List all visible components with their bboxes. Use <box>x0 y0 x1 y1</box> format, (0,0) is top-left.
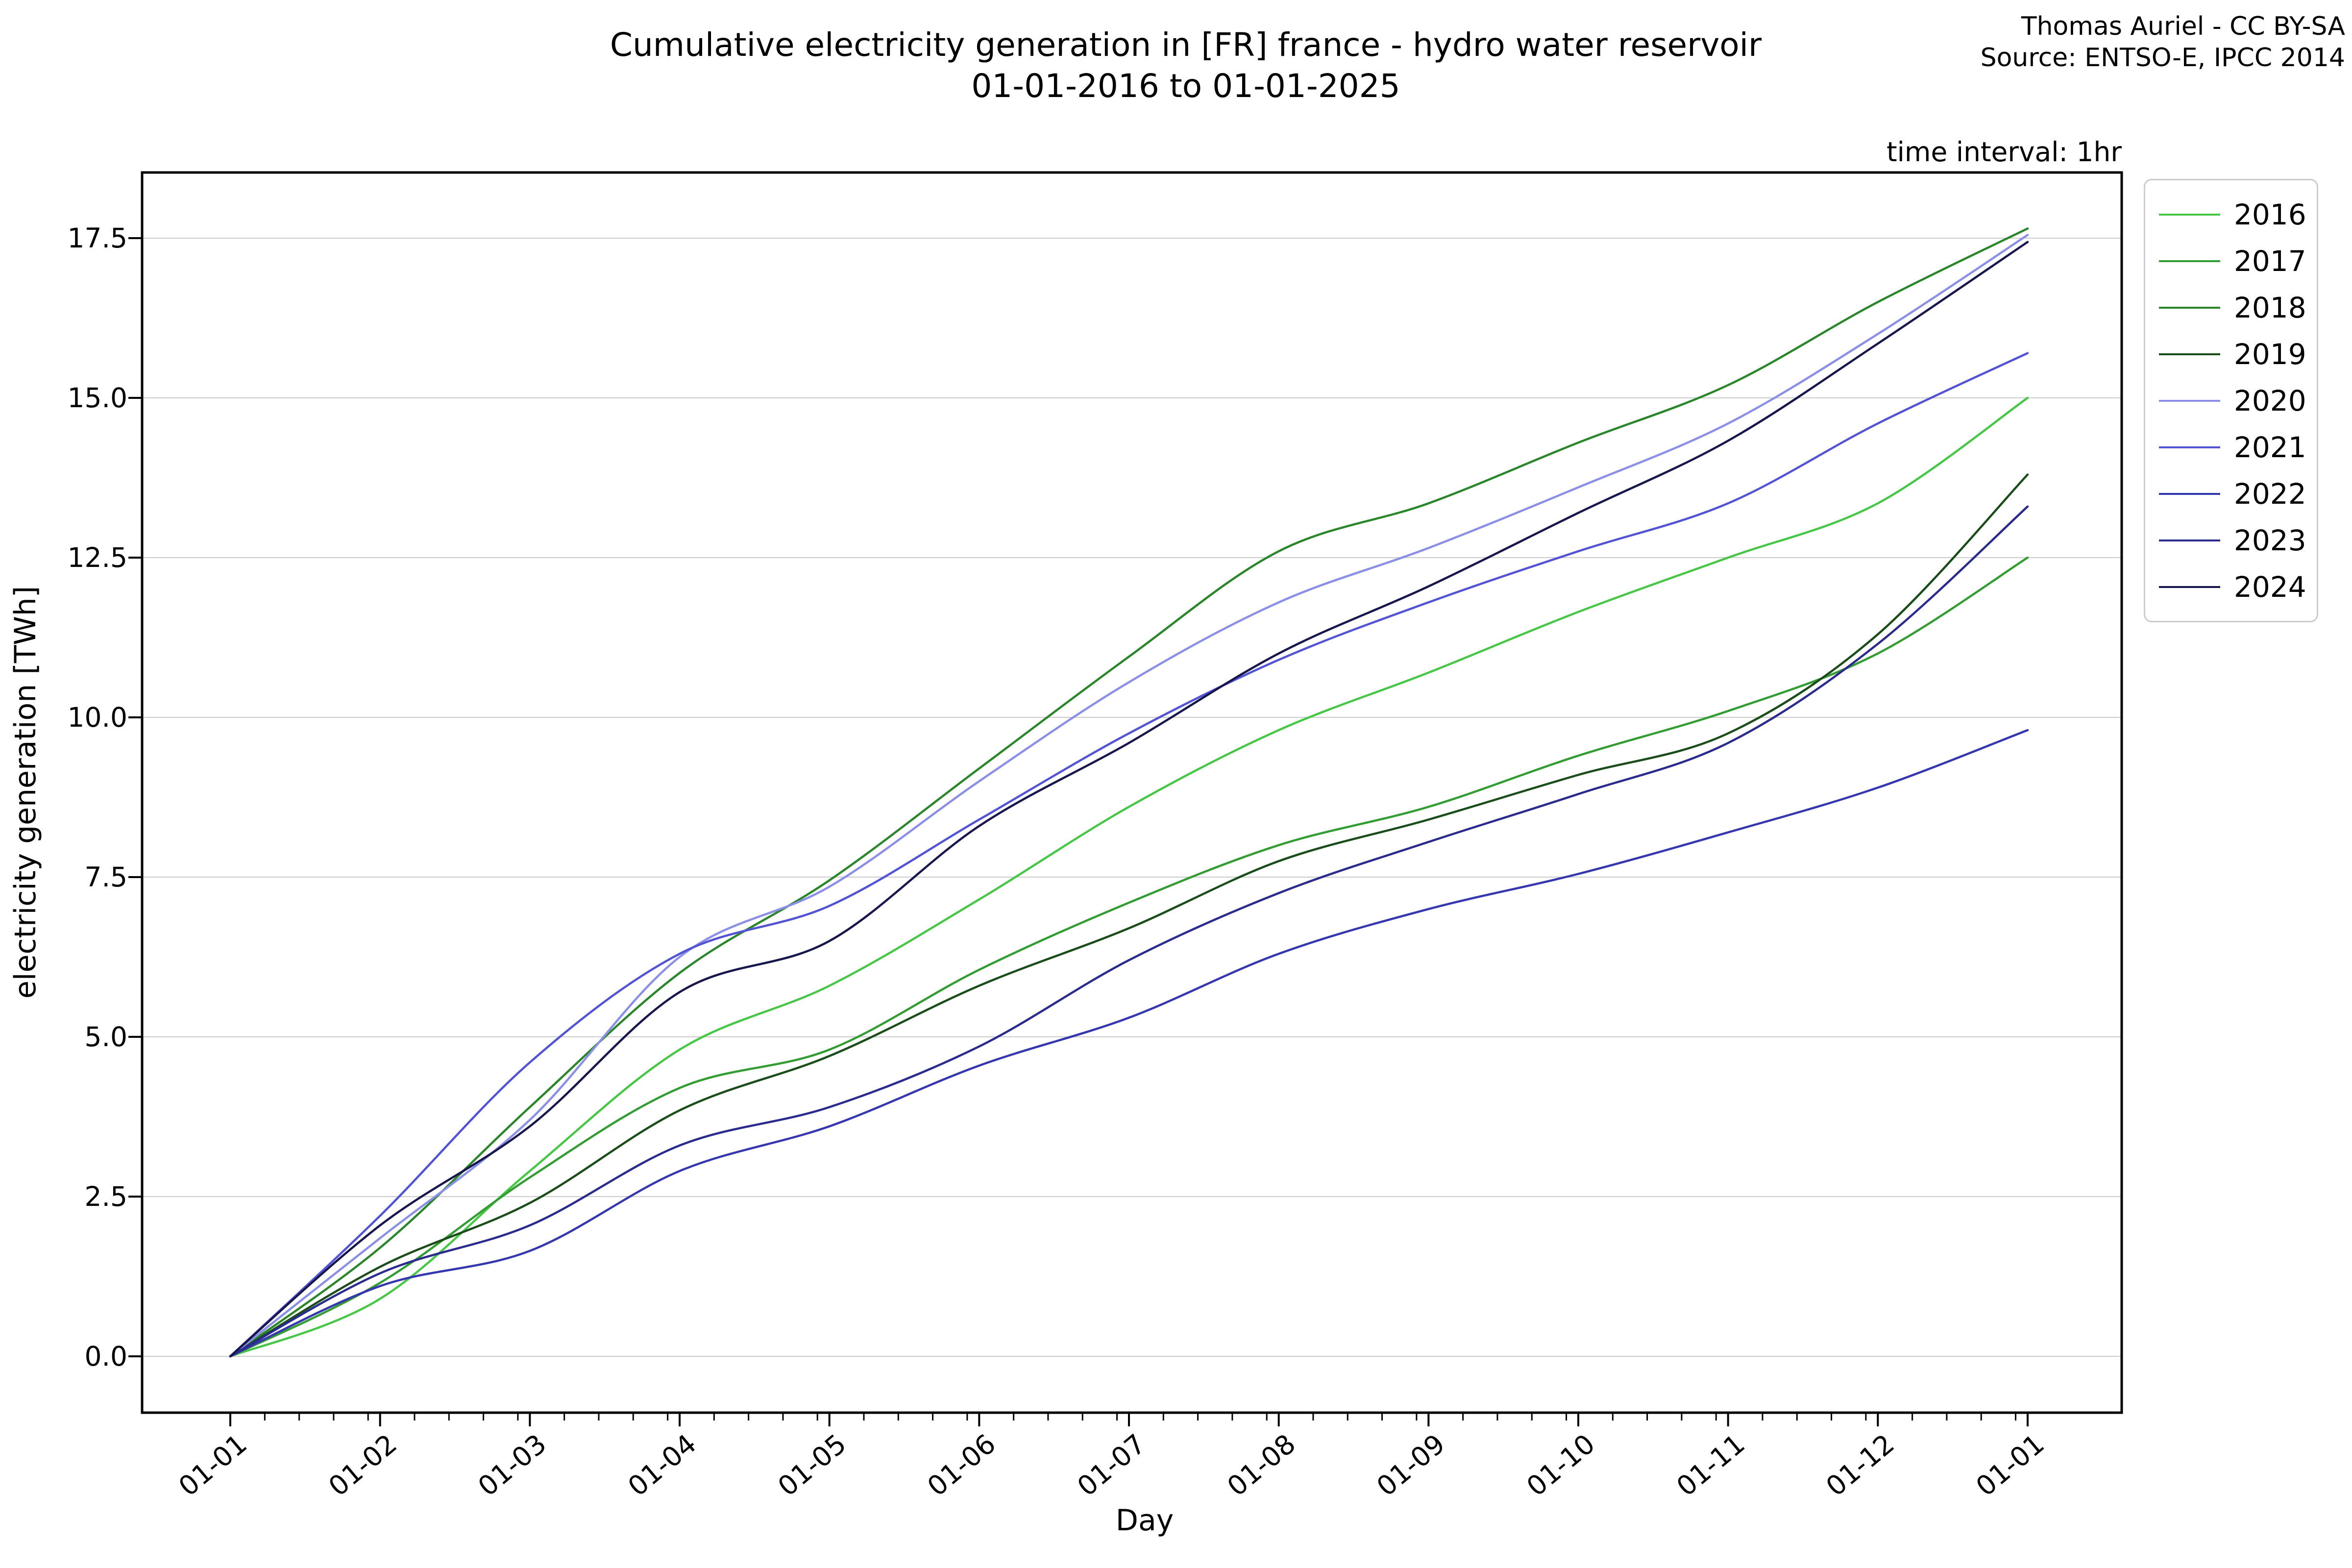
y-tick-label: 12.5 <box>67 542 127 573</box>
legend-label: 2023 <box>2234 523 2306 557</box>
series-line-2018 <box>229 227 2029 1358</box>
legend-label: 2022 <box>2234 477 2306 511</box>
y-tick-label: 10.0 <box>67 702 127 733</box>
attribution-source: Source: ENTSO-E, IPCC 2014 <box>1980 43 2345 73</box>
y-tick-label: 0.0 <box>84 1341 127 1372</box>
legend-label: 2020 <box>2234 384 2306 417</box>
legend-label: 2024 <box>2234 570 2306 604</box>
legend-item-2019: 2019 <box>2159 331 2306 377</box>
legend: 2016 2017 2018 2019 2020 2021 2022 2023 2024 <box>2144 179 2318 622</box>
series-line-2019 <box>229 473 2029 1358</box>
x-axis-label: Day <box>1115 1503 1174 1538</box>
legend-label: 2018 <box>2234 291 2306 324</box>
series-line-2020 <box>229 234 2029 1358</box>
legend-line-sample <box>2159 399 2220 402</box>
attribution: Thomas Auriel - CC BY-SA Source: ENTSO-E… <box>1981 11 2345 74</box>
series-line-2023 <box>229 505 2029 1358</box>
legend-line-sample <box>2159 213 2220 216</box>
series-line-2022 <box>229 729 2029 1358</box>
series-line-2021 <box>229 352 2029 1358</box>
chart-title-line1: Cumulative electricity generation in [FR… <box>610 26 1762 64</box>
legend-line-sample <box>2159 446 2220 448</box>
y-tick-label: 7.5 <box>84 861 127 893</box>
y-tick-label: 17.5 <box>67 222 127 254</box>
legend-item-2024: 2024 <box>2159 564 2306 610</box>
legend-item-2020: 2020 <box>2159 377 2306 424</box>
legend-line-sample <box>2159 539 2220 541</box>
chart-title-line2: 01-01-2016 to 01-01-2025 <box>971 67 1400 105</box>
legend-item-2018: 2018 <box>2159 284 2306 331</box>
series-line-2024 <box>229 241 2029 1358</box>
legend-line-sample <box>2159 306 2220 309</box>
y-tick-label: 2.5 <box>84 1181 127 1212</box>
legend-line-sample <box>2159 260 2220 262</box>
time-interval-note: time interval: 1hr <box>1886 136 2122 168</box>
legend-item-2023: 2023 <box>2159 517 2306 564</box>
axes-frame <box>141 171 2123 1414</box>
y-tick-label: 5.0 <box>84 1021 127 1053</box>
legend-label: 2017 <box>2234 244 2306 278</box>
series-line-2017 <box>229 556 2029 1358</box>
legend-item-2021: 2021 <box>2159 424 2306 470</box>
legend-line-sample <box>2159 492 2220 495</box>
attribution-author: Thomas Auriel - CC BY-SA <box>2021 12 2345 41</box>
legend-item-2022: 2022 <box>2159 470 2306 517</box>
legend-item-2017: 2017 <box>2159 238 2306 284</box>
legend-line-sample <box>2159 353 2220 355</box>
y-tick-label: 15.0 <box>67 382 127 414</box>
series-line-2016 <box>229 396 2029 1358</box>
legend-label: 2019 <box>2234 337 2306 371</box>
legend-item-2016: 2016 <box>2159 191 2306 238</box>
legend-label: 2021 <box>2234 430 2306 464</box>
legend-line-sample <box>2159 586 2220 588</box>
chart-title: Cumulative electricity generation in [FR… <box>610 24 1762 107</box>
legend-label: 2016 <box>2234 197 2306 231</box>
